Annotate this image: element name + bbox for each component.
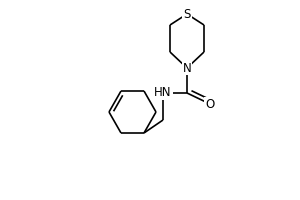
Text: HN: HN bbox=[154, 86, 172, 99]
Text: O: O bbox=[206, 98, 214, 110]
Text: S: S bbox=[183, 7, 191, 21]
Text: N: N bbox=[183, 62, 191, 74]
